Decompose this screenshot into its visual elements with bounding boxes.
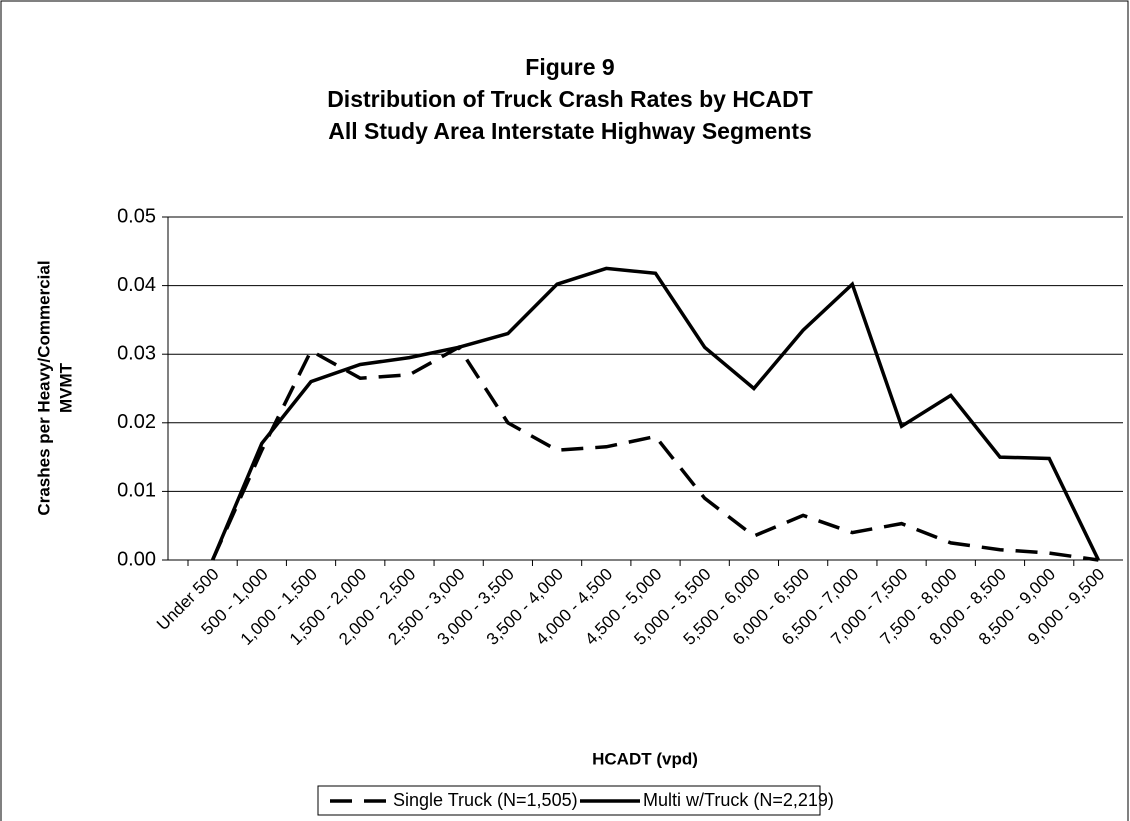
y-axis-label: MVMT xyxy=(56,362,75,413)
x-axis-label: HCADT (vpd) xyxy=(592,749,698,768)
chart-subtitle: All Study Area Interstate Highway Segmen… xyxy=(328,118,812,144)
y-axis-label: Crashes per Heavy/Commercial xyxy=(34,260,53,515)
series-line xyxy=(211,344,1099,562)
y-tick-label: 0.04 xyxy=(117,274,156,296)
legend-label: Multi w/Truck (N=2,219) xyxy=(643,790,834,810)
legend-box xyxy=(317,785,821,816)
y-tick-label: 0.00 xyxy=(117,548,156,570)
y-tick-label: 0.03 xyxy=(117,342,156,364)
chart-subtitle: Distribution of Truck Crash Rates by HCA… xyxy=(327,86,813,112)
y-tick-label: 0.02 xyxy=(117,411,156,433)
chart-title: Figure 9 xyxy=(525,54,614,80)
y-tick-label: 0.05 xyxy=(117,205,156,227)
series-line xyxy=(210,266,1100,561)
y-tick-label: 0.01 xyxy=(117,480,156,502)
legend-label: Single Truck (N=1,505) xyxy=(393,790,578,810)
